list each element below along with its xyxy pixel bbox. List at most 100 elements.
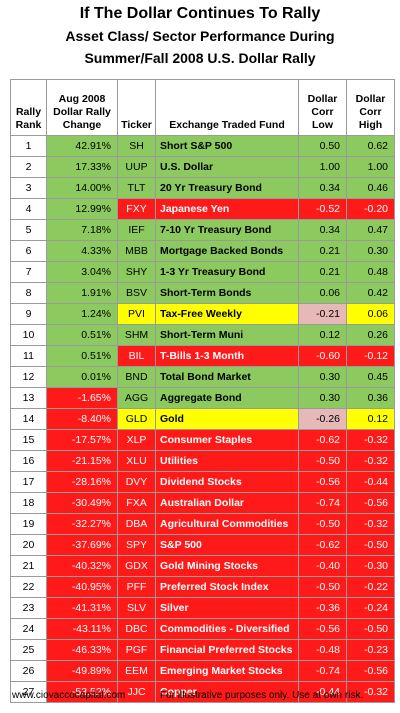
ticker-cell: IEF (117, 219, 156, 241)
corr-high-cell: 0.47 (346, 219, 395, 241)
corr-low-cell: 0.30 (298, 387, 347, 409)
corr-low-cell: -0.48 (298, 639, 347, 661)
fund-cell: Short-Term Bonds (155, 282, 299, 304)
change-cell: -49.89% (46, 660, 118, 682)
ticker-cell: XLU (117, 450, 156, 472)
change-cell: 0.51% (46, 324, 118, 346)
corr-low-cell: -0.50 (298, 513, 347, 535)
corr-low-cell: -0.21 (298, 303, 347, 325)
table-row: 18 -30.49% FXA Australian Dollar -0.74 -0.56 (10, 492, 395, 514)
change-cell: -46.33% (46, 639, 118, 661)
change-cell: -43.11% (46, 618, 118, 640)
rank-cell: 15 (10, 429, 47, 451)
header-fund: Exchange Traded Fund (155, 79, 299, 136)
table-row: 9 1.24% PVI Tax-Free Weekly -0.21 0.06 (10, 303, 395, 325)
fund-cell: Preferred Stock Index (155, 576, 299, 598)
footer-site: www.ciovaccocapital.com (12, 690, 126, 701)
fund-cell: Emerging Market Stocks (155, 660, 299, 682)
corr-low-cell: -0.52 (298, 198, 347, 220)
change-cell: -8.40% (46, 408, 118, 430)
ticker-cell: UUP (117, 156, 156, 178)
table-row: 25 -46.33% PGF Financial Preferred Stocks -0… (10, 639, 395, 661)
header-rally-change: Aug 2008 Dollar Rally Change (46, 79, 118, 136)
header-corr-high: Dollar Corr High (346, 79, 395, 136)
rank-cell: 6 (10, 240, 47, 262)
table-row: 8 1.91% BSV Short-Term Bonds 0.06 0.42 (10, 282, 395, 304)
change-cell: 3.04% (46, 261, 118, 283)
footer-disclaimer: For illustrative purposes only. Use at o… (160, 690, 364, 701)
rank-cell: 9 (10, 303, 47, 325)
table-row: 14 -8.40% GLD Gold -0.26 0.12 (10, 408, 395, 430)
ticker-cell: GLD (117, 408, 156, 430)
fund-cell: Aggregate Bond (155, 387, 299, 409)
rank-cell: 10 (10, 324, 47, 346)
header-rally-rank: Rally Rank (10, 79, 47, 136)
table-header-row: Rally Rank Aug 2008 Dollar Rally Change Tic… (10, 79, 395, 136)
ticker-cell: BND (117, 366, 156, 388)
ticker-cell: AGG (117, 387, 156, 409)
change-cell: -53.52% (46, 681, 118, 703)
change-cell: 42.91% (46, 135, 118, 157)
rank-cell: 13 (10, 387, 47, 409)
fund-cell: Commodities - Diversified (155, 618, 299, 640)
table-row: 6 4.33% MBB Mortgage Backed Bonds 0.21 0.30 (10, 240, 395, 262)
corr-low-cell: -0.50 (298, 576, 347, 598)
rank-cell: 2 (10, 156, 47, 178)
corr-high-cell: -0.12 (346, 345, 395, 367)
corr-low-cell: 0.34 (298, 177, 347, 199)
change-cell: -17.57% (46, 429, 118, 451)
change-cell: -1.65% (46, 387, 118, 409)
corr-low-cell: -0.74 (298, 660, 347, 682)
table-row: 2 17.33% UUP U.S. Dollar 1.00 1.00 (10, 156, 395, 178)
change-cell: -41.31% (46, 597, 118, 619)
table-row: 11 0.51% BIL T-Bills 1-3 Month -0.60 -0.12 (10, 345, 395, 367)
table-row: 21 -40.32% GDX Gold Mining Stocks -0.40 -0.30 (10, 555, 395, 577)
corr-low-cell: -0.60 (298, 345, 347, 367)
corr-high-cell: 0.62 (346, 135, 395, 157)
corr-high-cell: 0.48 (346, 261, 395, 283)
ticker-cell: SHY (117, 261, 156, 283)
corr-high-cell: 0.06 (346, 303, 395, 325)
rank-cell: 26 (10, 660, 47, 682)
fund-cell: Gold Mining Stocks (155, 555, 299, 577)
corr-high-cell: 0.30 (346, 240, 395, 262)
ticker-cell: DBA (117, 513, 156, 535)
chart-title: If The Dollar Continues To Rally (79, 5, 321, 22)
corr-low-cell: 0.12 (298, 324, 347, 346)
rank-cell: 16 (10, 450, 47, 472)
fund-cell: Australian Dollar (155, 492, 299, 514)
corr-low-cell: -0.74 (298, 492, 347, 514)
fund-cell: 7-10 Yr Treasury Bond (155, 219, 299, 241)
fund-cell: Short-Term Muni (155, 324, 299, 346)
corr-low-cell: -0.44 (298, 681, 347, 703)
fund-cell: Dividend Stocks (155, 471, 299, 493)
table-row: 17 -28.16% DVY Dividend Stocks -0.56 -0.44 (10, 471, 395, 493)
rank-cell: 19 (10, 513, 47, 535)
fund-cell: Gold (155, 408, 299, 430)
ticker-cell: SH (117, 135, 156, 157)
corr-high-cell: 0.36 (346, 387, 395, 409)
rank-cell: 25 (10, 639, 47, 661)
chart-subtitle-line-2: Summer/Fall 2008 U.S. Dollar Rally (84, 50, 316, 66)
table-row: 22 -40.95% PFF Preferred Stock Index -0.50 -0… (10, 576, 395, 598)
table-row: 19 -32.27% DBA Agricultural Commodities -0.5… (10, 513, 395, 535)
rank-cell: 21 (10, 555, 47, 577)
change-cell: 0.51% (46, 345, 118, 367)
change-cell: 14.00% (46, 177, 118, 199)
corr-high-cell: -0.24 (346, 597, 395, 619)
change-cell: 1.91% (46, 282, 118, 304)
ticker-cell: SPY (117, 534, 156, 556)
ticker-cell: XLP (117, 429, 156, 451)
fund-cell: Total Bond Market (155, 366, 299, 388)
corr-high-cell: -0.23 (346, 639, 395, 661)
corr-low-cell: 0.50 (298, 135, 347, 157)
table-row: 13 -1.65% AGG Aggregate Bond 0.30 0.36 (10, 387, 395, 409)
ticker-cell: SHM (117, 324, 156, 346)
fund-cell: U.S. Dollar (155, 156, 299, 178)
fund-cell: T-Bills 1-3 Month (155, 345, 299, 367)
corr-high-cell: 0.26 (346, 324, 395, 346)
table-row: 3 14.00% TLT 20 Yr Treasury Bond 0.34 0.46 (10, 177, 395, 199)
table-row: 20 -37.69% SPY S&P 500 -0.62 -0.50 (10, 534, 395, 556)
ticker-cell: MBB (117, 240, 156, 262)
rank-cell: 17 (10, 471, 47, 493)
